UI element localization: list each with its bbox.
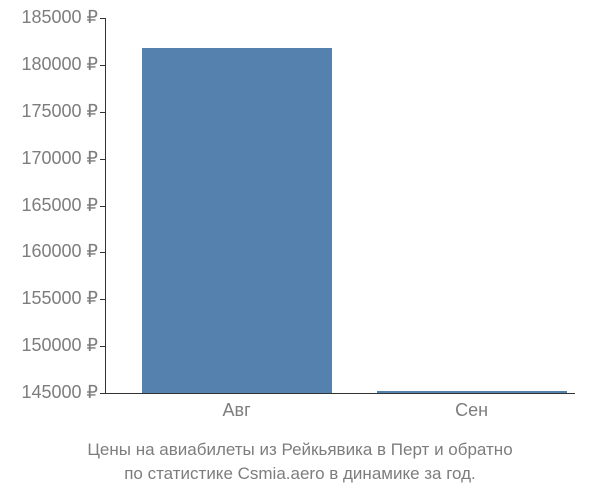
y-tick-mark — [100, 112, 105, 113]
bar — [377, 391, 567, 393]
plot-area — [105, 18, 575, 393]
y-tick-mark — [100, 65, 105, 66]
y-tick-mark — [100, 18, 105, 19]
y-tick-label: 170000 ₽ — [21, 148, 98, 169]
y-tick-label: 175000 ₽ — [21, 101, 98, 122]
chart-caption: Цены на авиабилеты из Рейкьявика в Перт … — [0, 438, 600, 486]
x-axis — [105, 393, 575, 394]
y-tick-mark — [100, 346, 105, 347]
y-tick-mark — [100, 206, 105, 207]
y-tick-label: 185000 ₽ — [21, 7, 98, 28]
y-tick-label: 155000 ₽ — [21, 288, 98, 309]
bar — [142, 48, 332, 393]
x-tick-label: Авг — [223, 400, 251, 421]
y-tick-label: 145000 ₽ — [21, 382, 98, 403]
caption-line-1: Цены на авиабилеты из Рейкьявика в Перт … — [0, 438, 600, 462]
y-tick-label: 160000 ₽ — [21, 241, 98, 262]
price-chart: Цены на авиабилеты из Рейкьявика в Перт … — [0, 0, 600, 500]
y-tick-label: 165000 ₽ — [21, 195, 98, 216]
y-tick-mark — [100, 393, 105, 394]
caption-line-2: по статистике Csmia.aero в динамике за г… — [0, 462, 600, 486]
y-tick-mark — [100, 159, 105, 160]
x-tick-label: Сен — [455, 400, 488, 421]
y-tick-mark — [100, 252, 105, 253]
y-tick-mark — [100, 299, 105, 300]
y-tick-label: 150000 ₽ — [21, 335, 98, 356]
y-tick-label: 180000 ₽ — [21, 54, 98, 75]
